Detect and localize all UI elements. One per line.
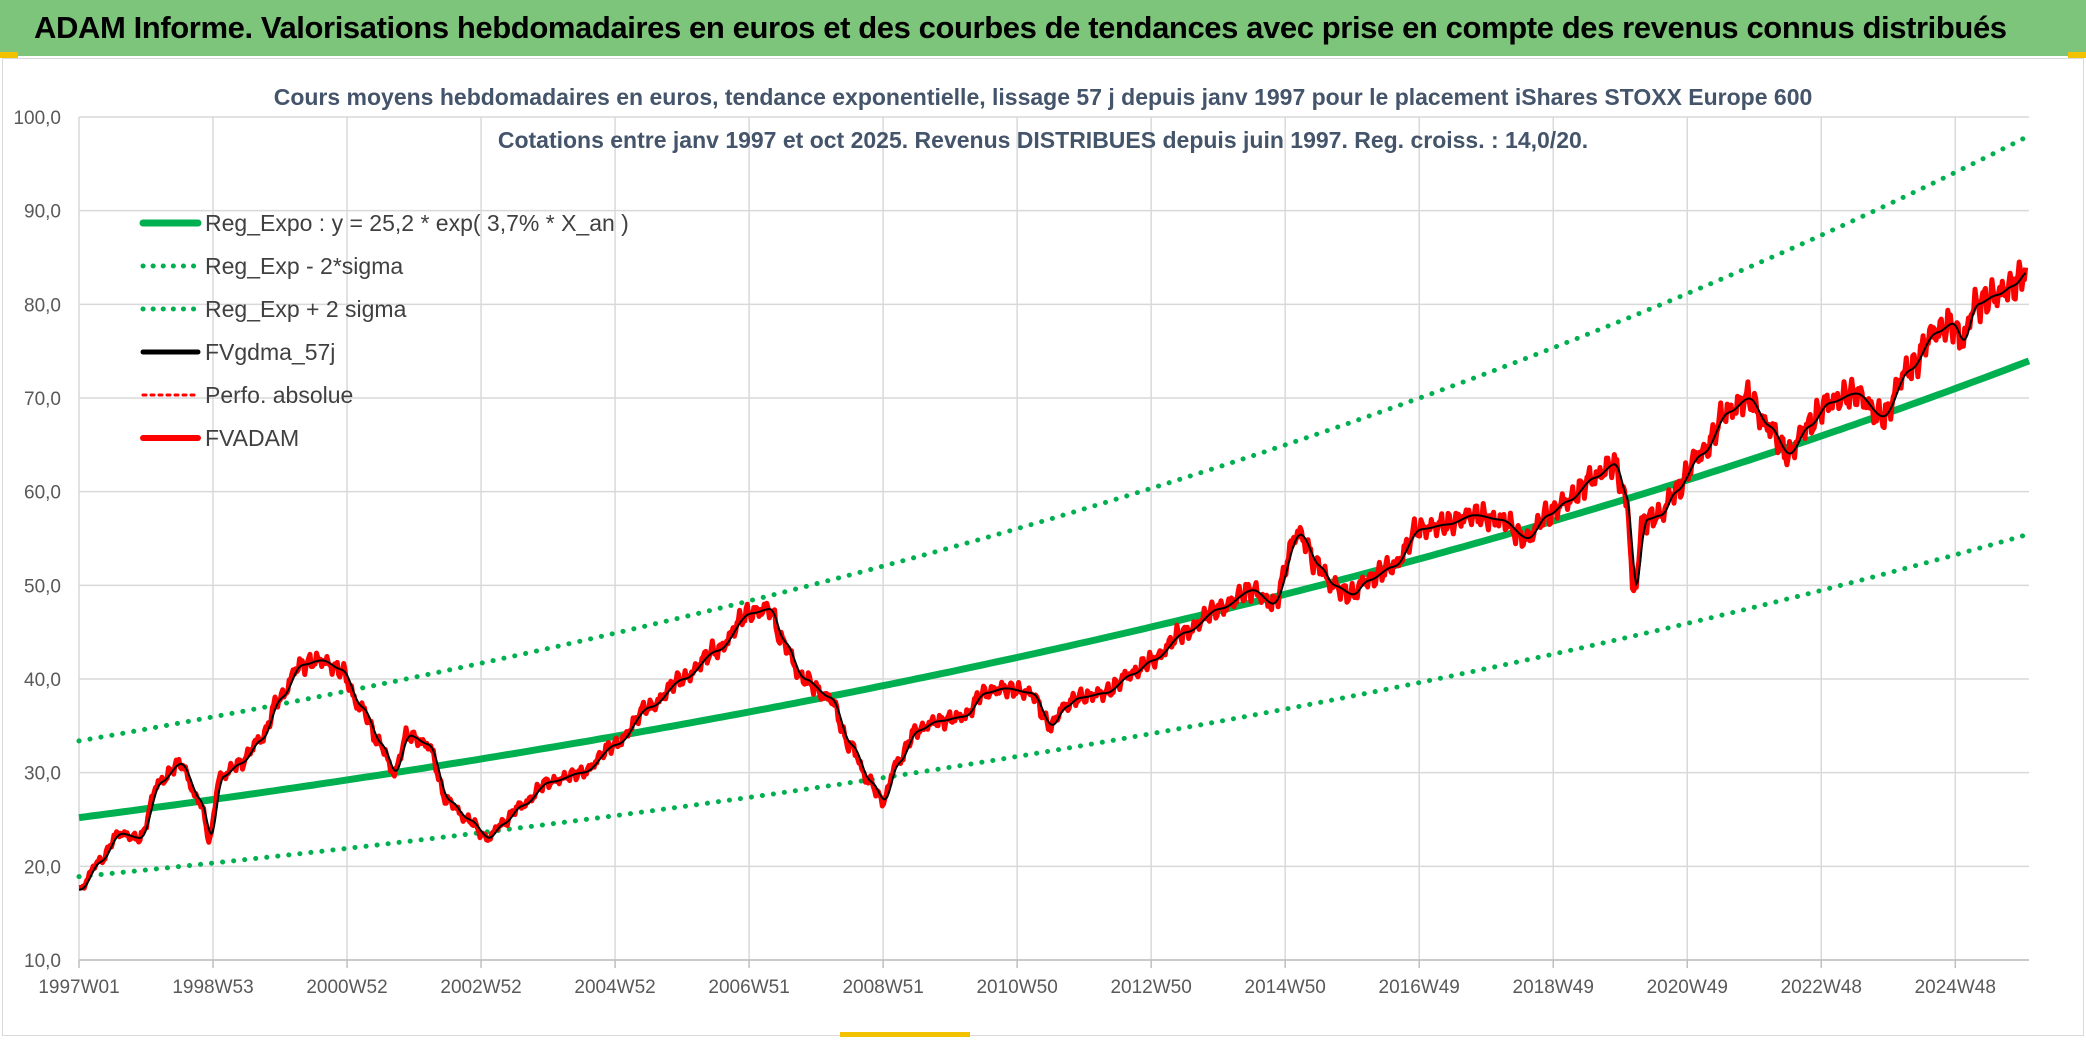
x-tick-label: 2000W52 [306, 977, 387, 998]
x-tick-label: 1997W01 [38, 977, 119, 998]
chart-axes: 10,0 20,0 30,0 40,0 50,0 60,0 70,0 80,0 90,0 100,… [13, 108, 2029, 998]
chart-svg: 10,0 20,0 30,0 40,0 50,0 60,0 70,0 80,0 90,0 100,… [13, 84, 2032, 998]
y-tick-label: 10,0 [24, 951, 61, 972]
y-tick-label: 80,0 [24, 295, 61, 316]
y-tick-label: 50,0 [24, 576, 61, 597]
legend-label: FVADAM [205, 425, 299, 451]
fvadam-line [77, 259, 2029, 891]
y-tick-label: 60,0 [24, 483, 61, 504]
x-tick-label: 2018W49 [1513, 977, 1594, 998]
x-tick-label: 1998W53 [172, 977, 253, 998]
upper-band-line [76, 133, 2032, 744]
x-tick-label: 2004W52 [574, 977, 655, 998]
header-corner-left [0, 52, 18, 58]
bottom-marker [840, 1032, 970, 1037]
y-tick-label: 20,0 [24, 857, 61, 878]
x-tick-label: 2008W51 [842, 977, 923, 998]
x-tick-label: 2024W48 [1915, 977, 1996, 998]
chart-title-line2: Cotations entre janv 1997 et oct 2025. R… [498, 127, 1588, 153]
header-bar: ADAM Informe. Valorisations hebdomadaire… [0, 0, 2086, 58]
chart-frame: 10,0 20,0 30,0 40,0 50,0 60,0 70,0 80,0 90,0 100,… [2, 58, 2084, 1036]
legend-label: FVgdma_57j [205, 339, 335, 365]
y-tick-label: 40,0 [24, 670, 61, 691]
y-tick-label: 90,0 [24, 202, 61, 223]
chart-title-line1: Cours moyens hebdomadaires en euros, ten… [274, 84, 1813, 110]
y-tick-label: 70,0 [24, 389, 61, 410]
fvgdma-line [78, 272, 2027, 891]
x-tick-label: 2016W49 [1379, 977, 1460, 998]
legend-label: Reg_Exp + 2 sigma [205, 296, 407, 322]
legend-label: Reg_Exp - 2*sigma [205, 253, 403, 279]
x-tick-label: 2014W50 [1245, 977, 1326, 998]
trend-line [78, 357, 2031, 822]
chart-grid [78, 116, 2029, 961]
x-tick-label: 2020W49 [1647, 977, 1728, 998]
x-tick-label: 2012W50 [1110, 977, 1191, 998]
header-corner-right [2068, 52, 2086, 58]
chart-legend: Reg_Expo : y = 25,2 * exp( 3,7% * X_an )… [139, 210, 629, 451]
x-tick-label: 2010W50 [976, 977, 1057, 998]
x-tick-label: 2002W52 [440, 977, 521, 998]
page-title: ADAM Informe. Valorisations hebdomadaire… [34, 10, 2007, 45]
chart-series [76, 133, 2032, 891]
y-tick-label: 100,0 [13, 108, 61, 129]
y-tick-label: 30,0 [24, 764, 61, 785]
legend-label: Perfo. absolue [205, 382, 353, 408]
x-tick-label: 2022W48 [1781, 977, 1862, 998]
x-tick-label: 2006W51 [708, 977, 789, 998]
legend-label: Reg_Expo : y = 25,2 * exp( 3,7% * X_an ) [205, 210, 629, 236]
